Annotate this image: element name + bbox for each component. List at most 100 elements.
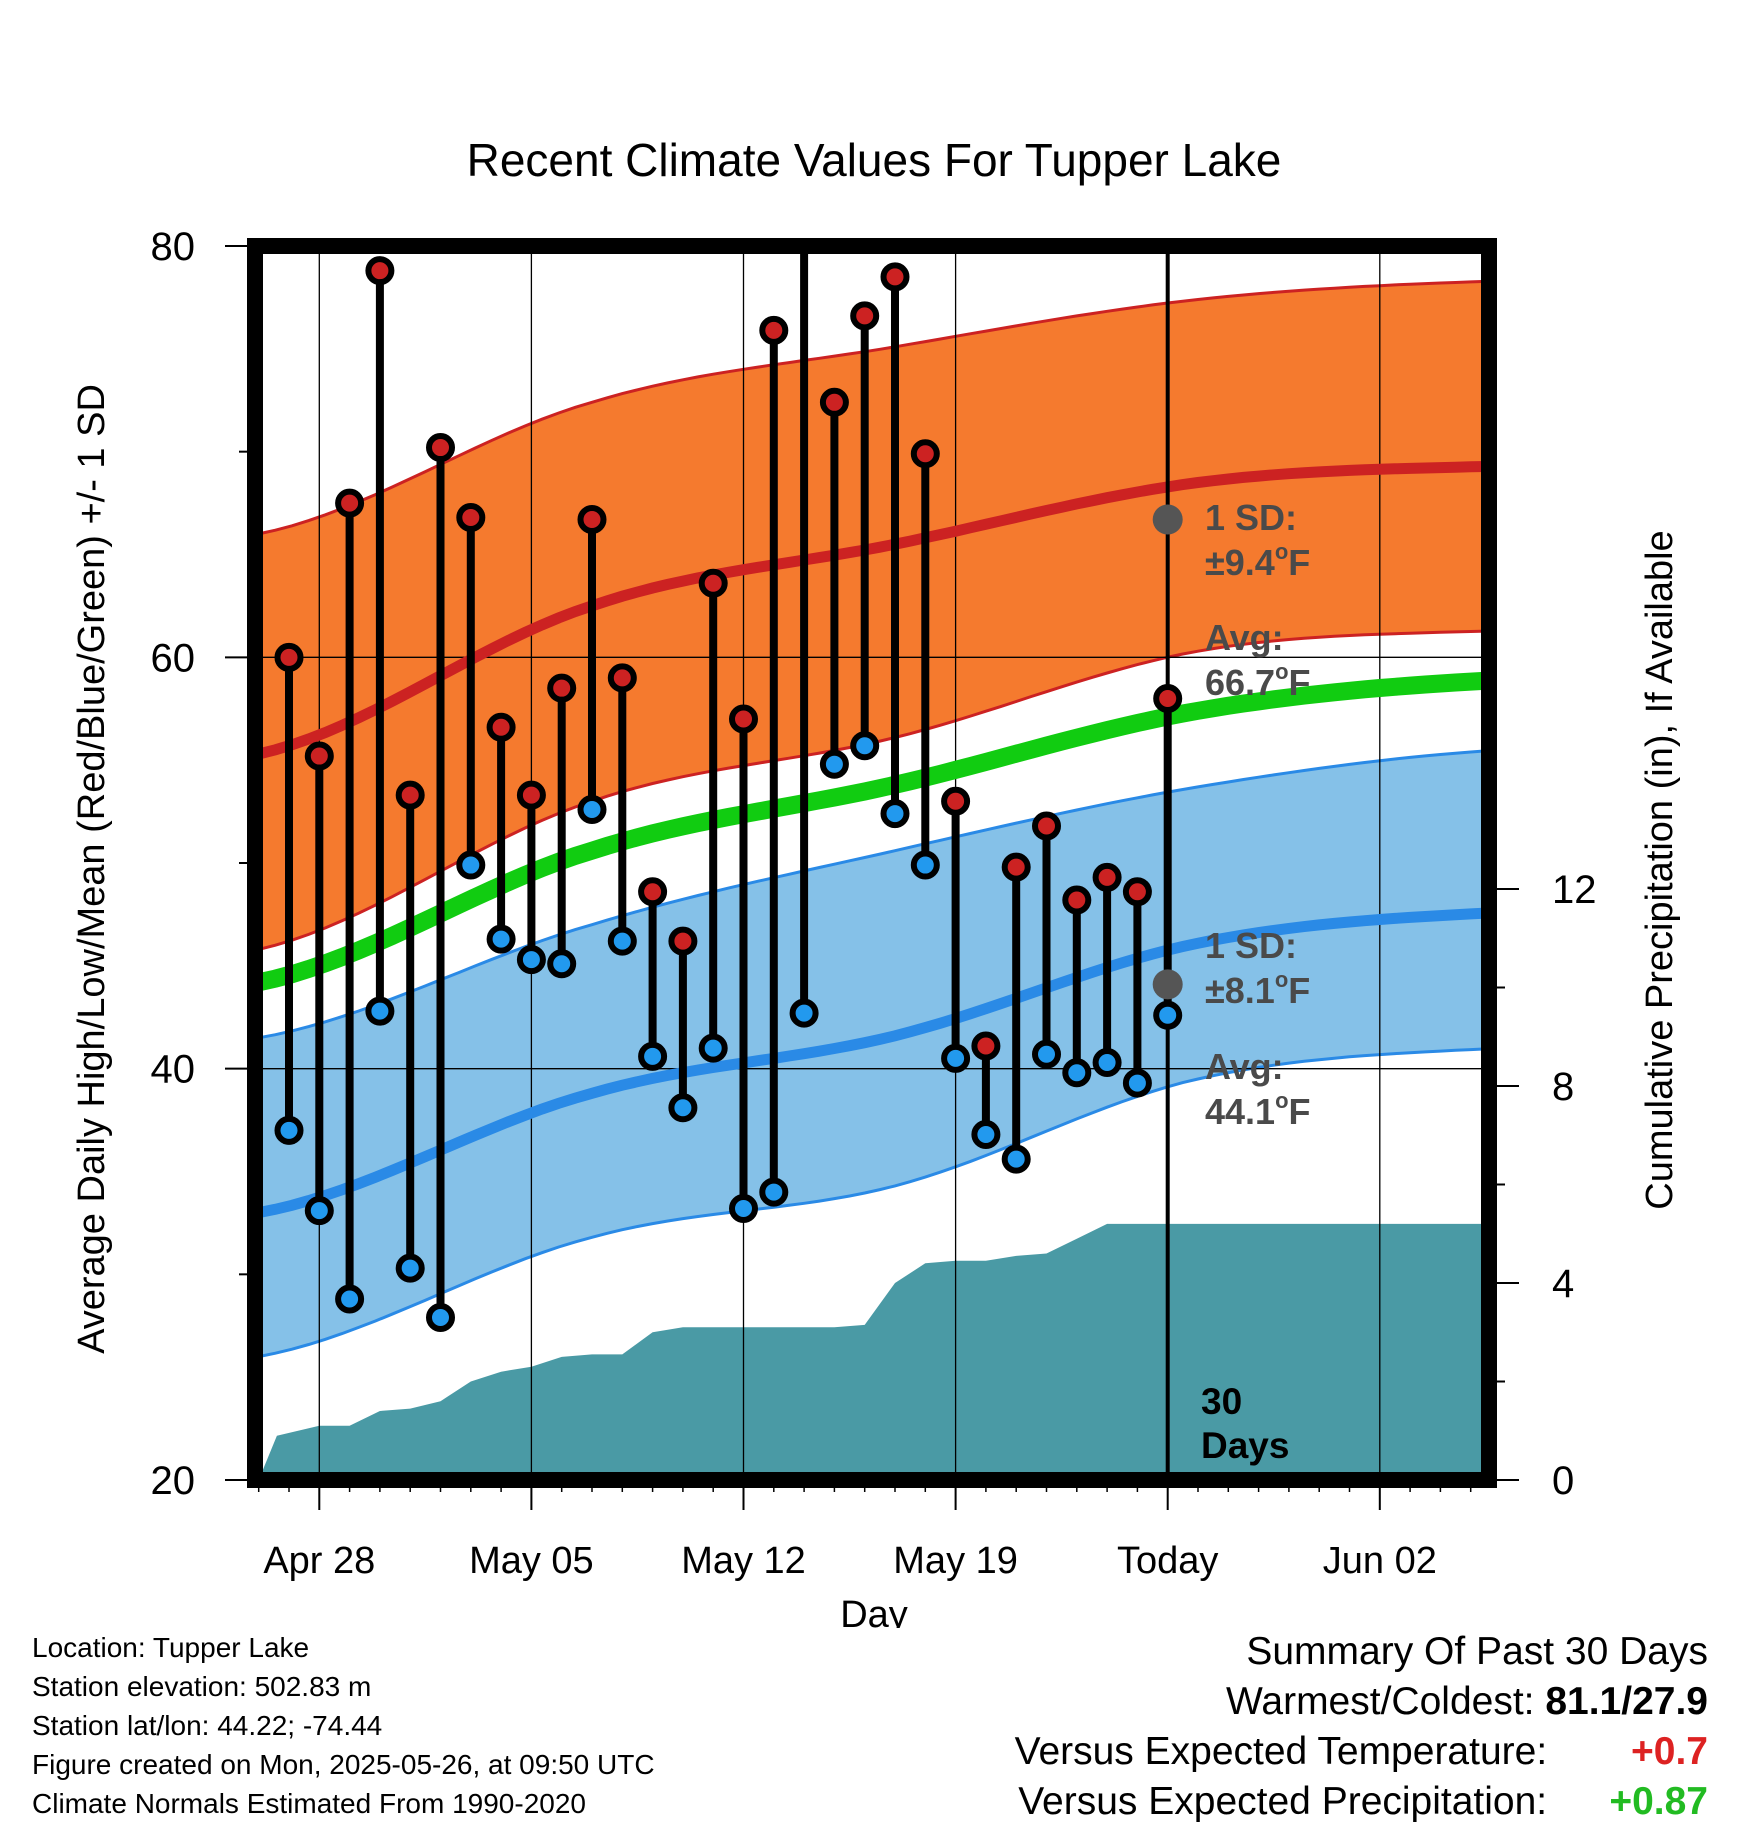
low-point [547,949,577,979]
x-axis-label: Day [840,1594,908,1628]
high-point [880,262,910,292]
low-point [638,1041,668,1071]
low-point [304,1196,334,1226]
warmest-label: Warmest/Coldest: [1226,1680,1535,1723]
low-normal-line [257,907,1489,1218]
low-point [486,924,516,954]
elevation-text: Station elevation: 502.83 m [32,1671,372,1702]
degree-mark: o [1275,1088,1288,1113]
high-point [668,926,698,956]
warmest-value: 81.1/27.9 [1545,1680,1708,1723]
low-point [1092,1047,1122,1077]
low-point [941,1043,971,1073]
high-point [698,568,728,598]
high-point [1153,683,1183,713]
low-point [1032,1039,1061,1069]
x-tick-label: Today [1117,1540,1218,1582]
low-point [910,850,940,880]
degree-mark: o [1275,659,1288,684]
low-point [274,1115,304,1145]
low-point [395,1253,425,1283]
y-tick-label: 80 [151,225,196,269]
high-point [759,315,789,345]
y-axis-label: Average Daily High/Low/Mean (Red/Blue/Gr… [71,384,113,1354]
degree-mark: o [1275,539,1288,564]
x-tick-label: May 19 [893,1540,1018,1582]
low-point [698,1033,728,1063]
y2-tick-label: 12 [1552,868,1597,912]
low-point [668,1093,698,1123]
low-point [607,926,637,956]
today-low-avg-marker [1152,969,1183,1000]
annotation-value: ±8.1oF [1205,967,1310,1011]
summary-panel: Summary Of Past 30 Days Warmest/Coldest:… [1015,1627,1708,1827]
y-tick-label: 60 [151,636,196,680]
high-point [607,663,637,693]
location-text: Location: Tupper Lake [32,1632,310,1663]
high-point [1122,877,1152,907]
high-point [941,786,971,816]
high-point [729,704,758,734]
annotation-unit: F [1288,542,1310,583]
high-point [426,433,455,463]
low-point [759,1177,789,1207]
annotation-unit: F [1289,1091,1311,1132]
high-point [1092,862,1122,892]
annotation-number: ±8.1 [1205,970,1275,1011]
high-point [516,780,546,810]
low-sd-band [258,750,1489,1357]
annotation-unit: F [1289,662,1311,703]
summary-precip-row: Versus Expected Precipitation: +0.87 [1015,1777,1708,1827]
high-point [850,301,880,331]
latlon-text: Station lat/lon: 44.22; -74.44 [32,1710,383,1741]
low-point [1062,1058,1092,1088]
low-point [819,749,849,779]
low-sd-upper-line [258,749,1489,1040]
station-info: Location: Tupper Lake Station elevation:… [32,1628,655,1823]
today-days-label: Days [1201,1425,1289,1466]
degree-mark: o [1275,967,1288,992]
summary-title: Summary Of Past 30 Days [1246,1630,1708,1673]
low-point [850,731,880,761]
high-point [819,387,849,417]
x-tick-label: May 12 [681,1540,806,1582]
y2-tick-label: 8 [1552,1065,1574,1109]
created-text: Figure created on Mon, 2025-05-26, at 09… [32,1749,655,1780]
y-tick-label: 40 [151,1048,196,1092]
annotation-label: Avg: [1205,1046,1284,1087]
low-point [880,799,910,829]
high-point [1001,852,1031,882]
low-point [365,996,395,1026]
annotation-value: 66.7oF [1205,659,1311,703]
low-point [1122,1068,1152,1098]
today-days-label: 30 [1201,1381,1242,1422]
high-point [335,488,365,518]
annotation-unit: F [1288,970,1310,1011]
low-point [1153,1000,1183,1030]
precip-label: Versus Expected Precipitation: [1018,1780,1548,1823]
summary-temp-row: Versus Expected Temperature: +0.7 [1015,1727,1708,1777]
y-tick-label: 20 [151,1459,196,1503]
low-point [729,1194,758,1224]
x-tick-label: Jun 02 [1323,1540,1437,1582]
low-point [335,1284,365,1314]
high-sd-band [258,281,1489,950]
y2-axis-label: Cumulative Precipitation (in), If Availa… [1639,530,1681,1209]
annotation-label: Avg: [1205,617,1284,658]
high-point [910,439,940,469]
y2-tick-label: 4 [1552,1262,1574,1306]
high-point [395,780,425,810]
today-high-avg-marker [1152,504,1183,535]
low-point [426,1303,455,1333]
low-point [516,945,546,975]
annotation-value: ±9.4oF [1205,539,1310,583]
annotation-number: 66.7 [1205,662,1275,703]
low-point [456,850,486,880]
y2-tick-label: 0 [1552,1459,1574,1503]
high-point [577,505,607,535]
low-point [971,1119,1001,1149]
climate-chart: Recent Climate Values For Tupper Lake 1 … [71,134,1681,1628]
high-point [638,877,668,907]
annotation-label: 1 SD: [1205,925,1297,966]
